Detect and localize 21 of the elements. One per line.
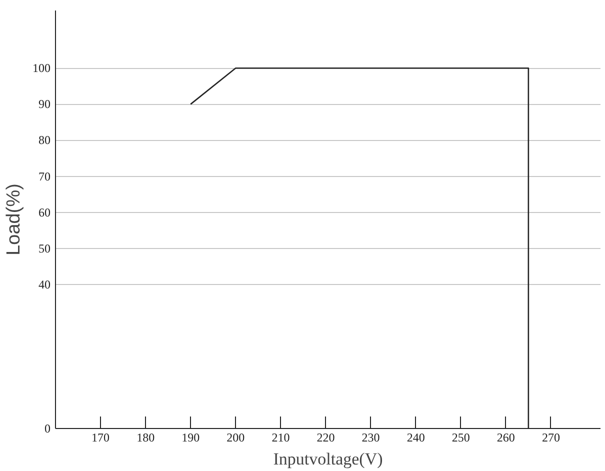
x-tick-label: 260 — [496, 430, 515, 444]
x-tick-label: 220 — [316, 430, 335, 444]
x-tick-label: 270 — [542, 430, 560, 444]
y-tick-label: 0 — [44, 422, 50, 436]
x-tick-label: 200 — [226, 430, 245, 444]
x-tick-label: 230 — [362, 430, 380, 444]
y-tick-label: 70 — [38, 169, 50, 184]
x-tick-label: 210 — [272, 430, 290, 444]
y-tick-label: 50 — [38, 241, 50, 256]
y-tick-label: 40 — [38, 277, 50, 292]
y-tick-label: 90 — [38, 97, 50, 112]
x-tick-label: 240 — [406, 430, 425, 444]
x-axis-title: Inputvoltage(V) — [273, 450, 383, 468]
x-tick-label: 190 — [182, 430, 200, 444]
x-tick-label: 170 — [92, 430, 110, 444]
y-tick-label: 80 — [38, 133, 50, 148]
x-tick-label: 250 — [452, 430, 470, 444]
x-tick-label: 180 — [136, 430, 155, 444]
y-tick-label: 60 — [38, 205, 50, 220]
y-axis-title: Load(%) — [4, 184, 24, 256]
y-tick-label: 100 — [32, 61, 50, 76]
